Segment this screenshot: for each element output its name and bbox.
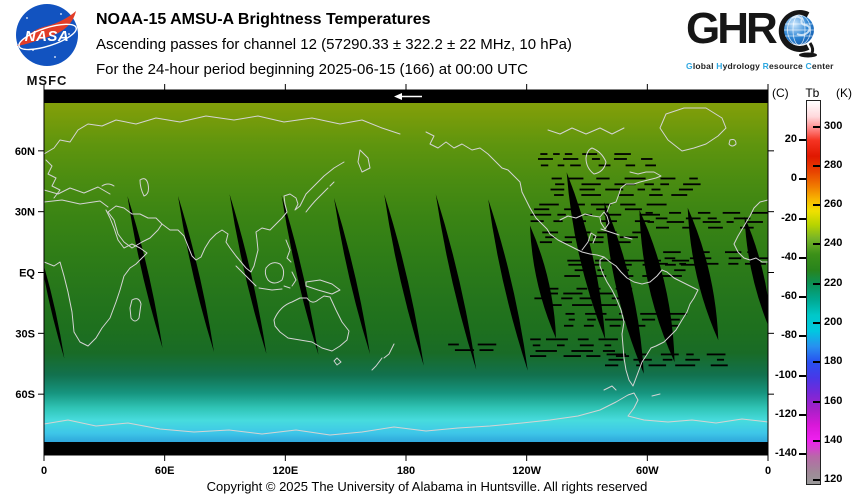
ghrc-tagline: Global Hydrology Resource Center [686,61,834,71]
colorbar-kelvin-label: 240 [824,237,843,249]
ghrc-wordmark: GHR [686,4,778,53]
colorbar-kelvin-label: 220 [824,277,843,289]
svg-text:120W: 120W [512,465,541,477]
swath-gaps [44,172,768,374]
colorbar-celsius-label: -120 [774,408,797,420]
colorbar-unit-kelvin: (K) [836,86,852,100]
colorbar-header: (C) Tb (K) [772,86,852,100]
svg-text:0: 0 [765,465,771,477]
svg-text:0: 0 [41,465,47,477]
svg-text:60N: 60N [15,146,35,158]
colorbar-kelvin-label: 180 [824,355,843,367]
colorbar-unit-celsius: (C) [772,86,789,100]
svg-text:60W: 60W [636,465,659,477]
swath-direction-arrow-icon [394,93,422,100]
colorbar-quantity: Tb [805,86,820,100]
colorbar-kelvin-label: 160 [824,395,843,407]
coastlines [44,107,768,436]
nasa-caption: MSFC [26,73,68,88]
colorbar-celsius-label: 0 [790,172,797,184]
colorbar-celsius-label: 20 [784,133,797,145]
svg-text:60E: 60E [155,465,175,477]
ghrc-logo: GHR Global Hydrology Resource Center [686,4,852,71]
copyright-text: Copyright © 2025 The University of Alaba… [206,479,648,494]
colorbar-celsius-label: -20 [781,212,797,224]
colorbar-kelvin-label: 300 [824,120,843,132]
subtitle-channel: Ascending passes for channel 12 (57290.3… [96,36,572,53]
colorbar-kelvin-label: 120 [824,473,843,485]
colorbar-celsius-label: -100 [774,369,797,381]
ghrc-globe-c-icon [778,10,817,58]
title-block: NOAA-15 AMSU-A Brightness Temperatures A… [96,7,572,82]
svg-text:30N: 30N [15,207,35,219]
colorbar-celsius-label: -80 [781,329,797,341]
svg-text:EQ: EQ [19,268,35,280]
svg-text:30S: 30S [15,328,35,340]
colorbar-kelvin-label: 260 [824,198,843,210]
svg-text:120E: 120E [272,465,298,477]
colorbar-celsius-label: -140 [774,447,797,459]
colorbar-kelvin-label: 280 [824,159,843,171]
colorbar-kelvin-label: 140 [824,434,843,446]
svg-text:180: 180 [397,465,415,477]
nasa-wordmark: NASA [25,28,70,45]
brightness-temperature-map: 0 60E 120E 180 120W 60W 0 60N 30N EQ 30S 60S [15,84,774,477]
colorbar-kelvin-label: 200 [824,316,843,328]
nasa-meatball-icon: NASA [16,4,78,66]
colorbar-celsius-label: -40 [781,251,797,263]
page-title: NOAA-15 AMSU-A Brightness Temperatures [96,11,431,28]
polar-no-data-bands [44,90,768,455]
nasa-logo: NASA MSFC [12,4,82,88]
svg-text:60S: 60S [15,389,35,401]
map-axes: 0 60E 120E 180 120W 60W 0 60N 30N EQ 30S 60S [15,84,774,477]
subtitle-period: For the 24-hour period beginning 2025-06… [96,61,528,78]
colorbar-celsius-label: -60 [781,290,797,302]
colorbar-gradient [806,100,821,485]
colorbar: 300 280 260 240 220 200 180 160 140 120 20 0 -20 -40-… [770,100,854,492]
